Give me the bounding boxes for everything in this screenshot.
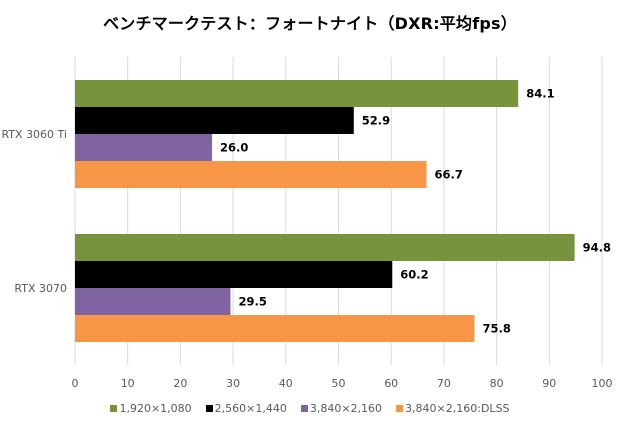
legend: 1,920×1,080 2,560×1,440 3,840×2,160 3,840×2… [0,402,620,415]
bar [75,234,575,261]
legend-item: 3,840×2,160 [300,402,383,415]
bar [75,261,393,288]
legend-swatch [396,405,404,412]
data-label: 29.5 [238,295,266,309]
legend-swatch [300,405,308,412]
x-tick-label: 0 [72,377,79,390]
bar [75,80,519,107]
legend-label: 1,920×1,080 [119,402,192,415]
legend-swatch [205,405,213,412]
data-label: 66.7 [435,168,463,182]
data-label: 52.9 [362,114,390,128]
chart-title: ベンチマークテスト：フォートナイト（DXR:平均fps） [103,14,517,33]
x-tick-label: 20 [173,377,187,390]
x-tick-label: 100 [592,377,613,390]
bar [75,288,231,315]
legend-label: 3,840×2,160 [309,402,383,415]
legend-label: 3,840×2,160:DLSS [405,402,510,415]
data-label: 75.8 [482,322,510,336]
legend-label: 2,560×1,440 [214,402,287,415]
x-tick-label: 10 [121,377,135,390]
legend-item: 2,560×1,440 [205,402,287,415]
axis-labels: 0 10 20 30 40 50 60 70 80 90 100 RTX 3060 Ti RTX 307… [1,128,612,390]
legend-item: 3,840×2,160:DLSS [396,402,510,415]
x-tick-label: 70 [437,377,451,390]
bar [75,315,475,342]
x-tick-label: 60 [384,377,398,390]
x-tick-label: 30 [226,377,240,390]
legend-item: 1,920×1,080 [110,402,192,415]
x-tick-label: 80 [490,377,504,390]
data-label: 84.1 [526,87,554,101]
x-tick-label: 40 [279,377,293,390]
data-label: 60.2 [400,268,428,282]
bar [75,107,354,134]
x-tick-label: 90 [542,377,556,390]
bar [75,161,427,188]
category-label: RTX 3060 Ti [1,128,67,141]
legend-swatch [110,405,118,412]
data-label: 94.8 [583,241,611,255]
data-label: 26.0 [220,141,248,155]
x-tick-label: 50 [332,377,346,390]
data-labels: 84.1 52.9 26.0 66.7 94.8 60.2 29.5 75.8 [220,87,611,336]
category-label: RTX 3070 [14,282,67,295]
bar [75,134,213,161]
bars [75,80,575,342]
